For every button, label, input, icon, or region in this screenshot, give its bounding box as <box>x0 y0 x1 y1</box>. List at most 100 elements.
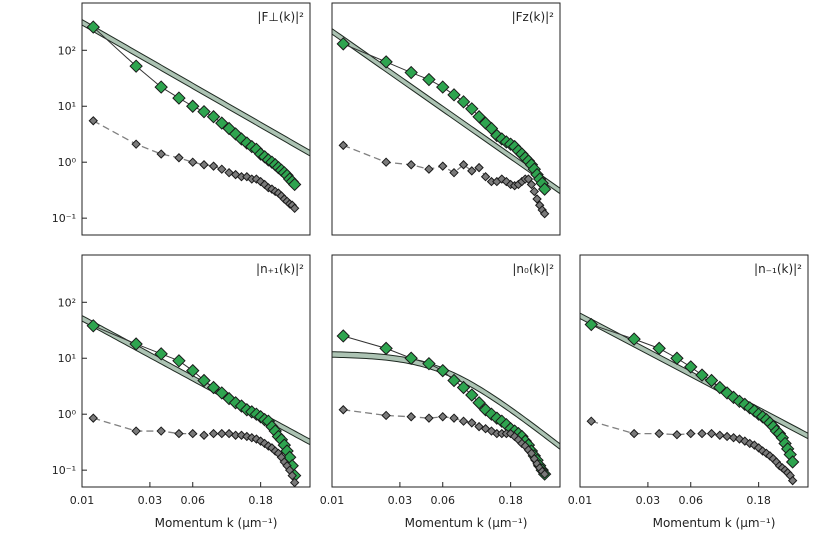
y-tick-label: 10¹ <box>58 352 76 365</box>
fit-band-upper-edge <box>580 312 808 434</box>
gray-marker-3 <box>654 428 664 439</box>
green-marker-8 <box>215 116 229 130</box>
panel-frame <box>81 2 311 236</box>
panel-label: |Fz(k)|² <box>512 10 555 24</box>
panel-frame <box>331 2 561 236</box>
panel-frame <box>579 254 809 488</box>
gray-marker-21 <box>526 179 537 190</box>
x-tick-label: 0.01 <box>568 494 593 507</box>
plot-area <box>82 19 310 214</box>
green-marker-6 <box>695 368 709 382</box>
gray-marker-9 <box>224 428 234 439</box>
green-marker-5 <box>684 360 698 374</box>
green-marker-3 <box>404 65 418 80</box>
gray-marker-7 <box>208 428 219 439</box>
gray-marker-6 <box>449 413 459 423</box>
gray-marker-6 <box>697 428 707 439</box>
x-tick-label: 0.18 <box>498 494 523 507</box>
gray-marker-2 <box>131 139 141 149</box>
fit-band-upper-edge <box>82 19 310 151</box>
green-marker-7 <box>704 373 719 388</box>
gray-marker-23 <box>532 194 542 204</box>
x-tick-label: 0.03 <box>388 494 413 507</box>
green-marker-6 <box>197 373 211 388</box>
y-tick-label: 10² <box>58 44 76 57</box>
gray-marker-8 <box>217 164 227 174</box>
gray-marker-26 <box>539 469 550 479</box>
panel-label: |n₋₁(k)|² <box>754 262 802 276</box>
green-marker-26 <box>537 182 552 196</box>
gray-marker-7 <box>458 160 469 170</box>
green-marker-1 <box>584 317 598 332</box>
x-axis-label: Momentum k (µm⁻¹) <box>155 516 278 530</box>
panel-5: |n₋₁(k)|² 0.01 0.03 0.06 0.18 Momentum k (µm⁻… <box>568 254 809 530</box>
gray-marker-1 <box>88 413 98 423</box>
panel-frame <box>81 254 311 488</box>
gray-marker-1 <box>338 405 348 415</box>
fit-band <box>332 28 560 194</box>
gray-marker-4 <box>174 153 184 163</box>
gray-marker-26 <box>787 475 798 486</box>
y-tick-label: 10¹ <box>58 100 76 113</box>
x-tick-label: 0.06 <box>180 494 205 507</box>
gray-marker-3 <box>156 426 166 436</box>
gray-marker-4 <box>424 164 434 174</box>
green-series-line <box>591 324 794 463</box>
gray-marker-10 <box>480 172 491 182</box>
gray-marker-26 <box>539 209 550 219</box>
green-marker-6 <box>447 373 461 388</box>
green-marker-4 <box>172 354 186 368</box>
panel-label: |F⊥(k)|² <box>257 10 304 24</box>
gray-marker-5 <box>188 157 198 167</box>
fit-band-lower-edge <box>332 33 560 195</box>
green-marker-8 <box>465 102 479 116</box>
x-tick-label: 0.01 <box>320 494 345 507</box>
x-tick-label: 0.03 <box>138 494 163 507</box>
x-tick-label: 0.18 <box>746 494 771 507</box>
gray-marker-5 <box>438 161 448 171</box>
gray-marker-1 <box>586 416 596 426</box>
green-marker-9 <box>472 396 486 410</box>
panel-2: |Fz(k)|² <box>331 2 561 236</box>
gray-marker-2 <box>381 157 391 167</box>
gray-series-dashed-line <box>93 417 296 483</box>
green-marker-8 <box>465 388 479 402</box>
gray-marker-9 <box>722 431 732 442</box>
y-tick-label: 10⁰ <box>58 408 77 421</box>
green-marker-4 <box>422 356 436 371</box>
gray-marker-5 <box>686 428 696 439</box>
gray-marker-25 <box>287 470 297 481</box>
gray-marker-3 <box>406 412 416 422</box>
plot-area <box>332 329 560 481</box>
gray-marker-26 <box>289 203 300 214</box>
gray-series-dashed-line <box>343 144 546 215</box>
green-marker-7 <box>456 380 471 395</box>
y-tick-label: 10⁻¹ <box>52 212 76 225</box>
green-marker-7 <box>456 95 471 109</box>
gray-marker-2 <box>131 426 141 436</box>
gray-marker-22 <box>529 186 540 197</box>
y-tick-label: 10⁻¹ <box>52 464 76 477</box>
green-marker-2 <box>379 55 393 69</box>
green-marker-7 <box>206 380 221 395</box>
gray-marker-6 <box>199 430 209 440</box>
x-tick-label: 0.06 <box>430 494 455 507</box>
green-marker-4 <box>422 72 436 87</box>
y-tick-label: 10² <box>58 296 76 309</box>
plot-area <box>82 315 310 487</box>
gray-marker-1 <box>88 116 98 126</box>
fit-band-upper-edge <box>332 351 560 445</box>
green-marker-6 <box>197 104 211 119</box>
gray-marker-7 <box>706 428 717 439</box>
x-tick-label: 0.01 <box>70 494 95 507</box>
panel-frame <box>331 254 561 488</box>
gray-marker-4 <box>174 428 184 439</box>
green-marker-9 <box>472 110 486 124</box>
fit-band <box>82 19 310 156</box>
gray-marker-4 <box>424 413 434 423</box>
green-marker-3 <box>404 351 418 365</box>
green-marker-26 <box>785 455 800 469</box>
panel-3: |n₊₁(k)|² 10² 10¹ 10⁰ 10⁻¹ 0.01 0.03 0.06 0.18 Mo… <box>52 254 311 530</box>
fit-band-upper-edge <box>82 315 310 440</box>
green-marker-5 <box>186 99 200 113</box>
